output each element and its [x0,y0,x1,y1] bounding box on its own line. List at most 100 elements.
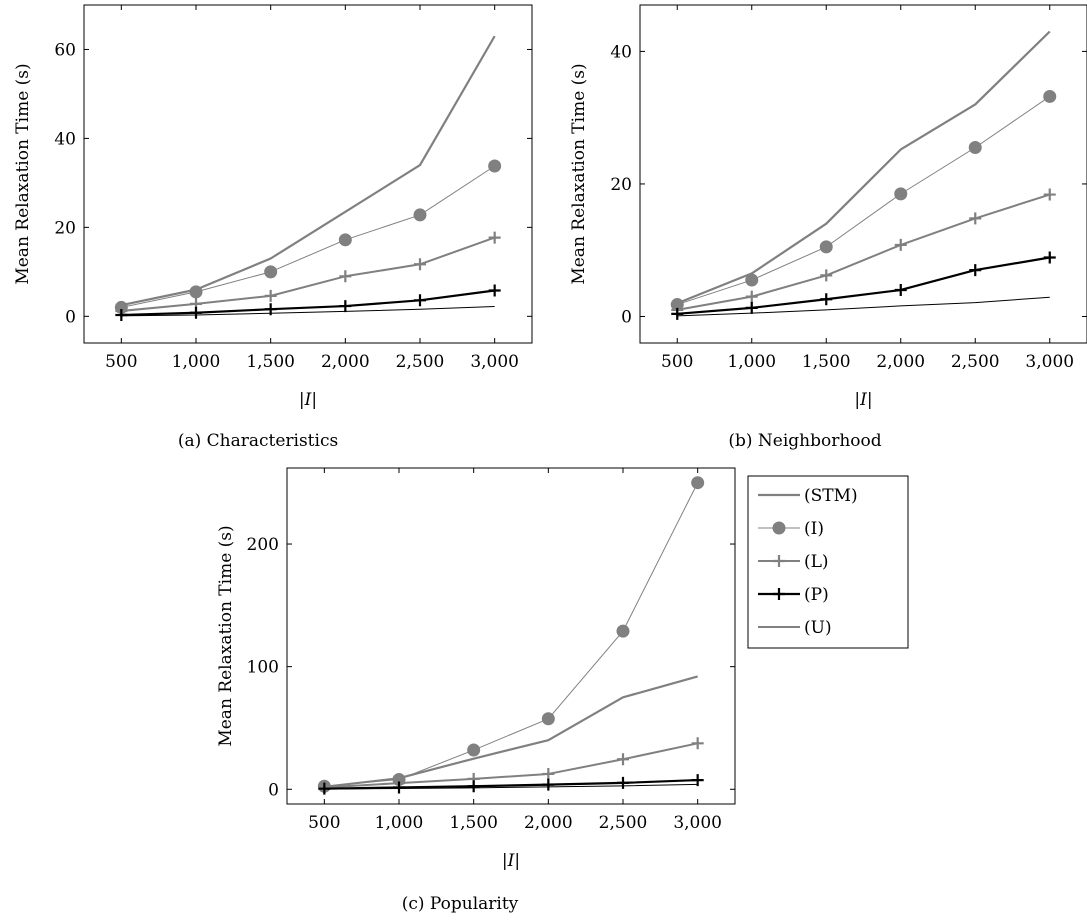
y-tick-label: 20 [54,218,76,238]
y-tick-label: 100 [247,658,279,678]
data-point-i [413,208,427,222]
legend: (STM) (I) (L) (P) (U) [747,475,909,649]
chart-c: 500 1,000 1,500 2,000 2,500 3,000 0 100 200 |I| Me… [216,467,736,914]
data-point-p [190,306,202,319]
y-tick-label: 40 [610,42,632,62]
x-tick-label: 2,000 [876,352,925,372]
data-point-p [542,778,555,791]
subfigure-caption: (b) Neighborhood [728,431,881,451]
x-tick-label: 500 [105,352,137,372]
data-point-p [393,781,405,794]
legend-entry-i: (I) [758,519,824,539]
x-tick-label: 3,000 [673,813,722,833]
series-line-stm [121,35,496,307]
data-point-l [617,753,629,766]
data-point-p [820,293,833,306]
x-tick-label: 1,000 [172,352,221,372]
series-group [670,30,1057,320]
data-point-p [894,283,907,296]
series-line-u [677,296,1050,317]
x-axis-label: |I| [502,851,520,871]
x-tick-label: 2,000 [524,813,573,833]
legend-label: (I) [804,519,824,539]
data-point-l [414,258,426,271]
x-tick-label: 2,500 [951,352,1000,372]
data-point-p [115,308,128,321]
legend-swatch-marker [772,521,786,535]
series-group [114,35,502,321]
legend-label: (L) [804,552,829,572]
data-point-p [745,301,758,314]
y-tick-label: 0 [621,307,632,327]
x-tick-label: 3,000 [470,352,519,372]
series-line-p [121,289,495,317]
data-point-p [671,307,684,320]
series-line-i [121,165,495,308]
x-axis-label: |I| [854,390,872,410]
data-point-p [691,774,704,787]
data-point-i [1043,89,1057,103]
series-line-l [677,193,1051,311]
chart-a: 500 1,000 1,500 2,000 2,500 3,000 0 20 40 60 |I| Me… [13,4,533,451]
data-point-i [264,265,278,279]
y-tick-label: 20 [610,175,632,195]
data-point-i [745,273,759,287]
x-tick-label: 1,500 [802,352,851,372]
subfigure-caption: (a) Characteristics [178,431,338,451]
series-line-p [324,778,698,790]
x-tick-label: 500 [308,813,340,833]
data-point-l [264,289,277,302]
y-tick-label: 0 [268,780,279,800]
series-line-p [677,256,1050,315]
data-point-p [617,776,629,789]
y-tick-label: 0 [65,307,76,327]
data-point-l [894,238,907,251]
subfigure-caption: (c) Popularity [402,894,519,914]
data-point-p [467,780,480,793]
x-tick-label: 500 [661,352,693,372]
data-point-p [414,294,426,307]
x-tick-label: 2,000 [321,352,370,372]
data-point-i [968,140,982,154]
plot-frame [639,4,1087,344]
data-point-p [969,264,982,277]
series-group [317,476,705,795]
x-tick-label: 2,500 [396,352,445,372]
legend-entry-l: (L) [758,552,829,572]
data-point-i [467,743,481,757]
y-axis-label: Mean Relaxation Time (s) [13,63,33,284]
series-line-u [121,306,495,317]
data-point-i [189,285,203,299]
data-point-p [339,300,352,313]
x-tick-label: 1,000 [727,352,776,372]
data-point-l [1043,188,1056,201]
data-point-l [542,767,555,780]
x-tick-label: 1,500 [449,813,498,833]
series-line-i [324,482,699,787]
series-line-stm [676,30,1051,305]
legend-label: (STM) [804,486,858,506]
chart-b: 500 1,000 1,500 2,000 2,500 3,000 0 20 40 |I| Mean… [569,4,1087,451]
legend-entry-stm: (STM) [758,486,858,506]
data-point-l [488,231,501,244]
series-line-u [324,783,698,790]
x-tick-label: 1,000 [375,813,424,833]
legend-label: (P) [804,585,829,605]
data-point-i [338,233,352,247]
legend-entry-u: (U) [758,618,832,638]
data-point-i [488,159,502,173]
y-tick-label: 60 [54,40,76,60]
series-line-l [121,236,496,312]
data-point-i [819,240,833,254]
series-line-l [324,742,698,789]
plot-frame [286,467,736,805]
series-line-stm [324,675,698,788]
data-point-i [616,624,630,638]
x-tick-label: 2,500 [599,813,648,833]
legend-swatch-marker [773,588,785,600]
data-point-i [691,476,705,490]
data-point-p [488,284,501,297]
x-tick-label: 3,000 [1025,352,1074,372]
data-point-p [1043,251,1056,264]
